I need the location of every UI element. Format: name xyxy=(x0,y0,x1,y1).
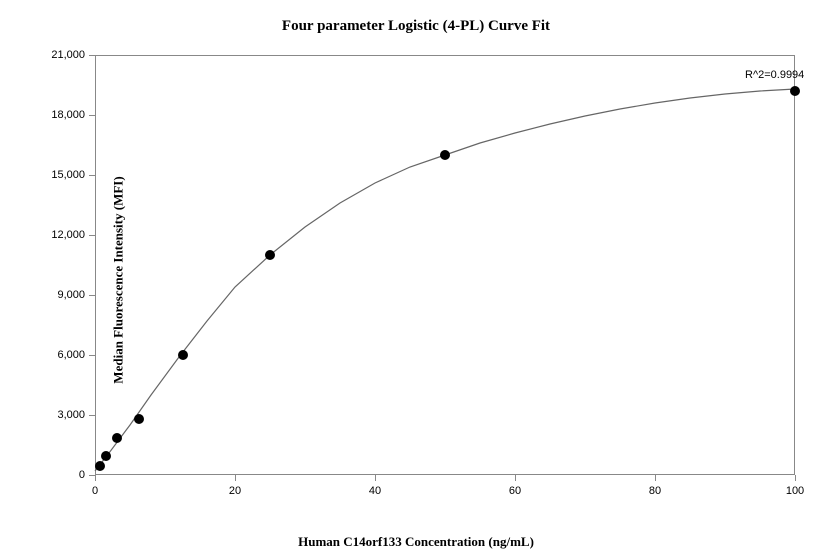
ytick-label: 6,000 xyxy=(30,349,85,361)
chart-container: Four parameter Logistic (4-PL) Curve Fit… xyxy=(0,0,832,560)
data-point xyxy=(112,433,122,443)
ytick-label: 0 xyxy=(30,469,85,481)
fit-curve xyxy=(95,55,795,475)
ytick-mark xyxy=(89,415,95,416)
xtick-mark xyxy=(235,475,236,481)
xtick-label: 0 xyxy=(92,485,98,497)
xtick-label: 40 xyxy=(369,485,381,497)
r-squared-label: R^2=0.9994 xyxy=(745,69,804,81)
xtick-mark xyxy=(655,475,656,481)
ytick-label: 12,000 xyxy=(30,229,85,241)
ytick-mark xyxy=(89,295,95,296)
ytick-mark xyxy=(89,115,95,116)
x-axis-label: Human C14orf133 Concentration (ng/mL) xyxy=(298,534,534,550)
ytick-mark xyxy=(89,175,95,176)
data-point xyxy=(101,451,111,461)
ytick-label: 18,000 xyxy=(30,109,85,121)
plot-area: 020406080100 R^2=0.9994 xyxy=(95,55,795,475)
data-point xyxy=(440,150,450,160)
data-point xyxy=(95,461,105,471)
ytick-label: 15,000 xyxy=(30,169,85,181)
data-point xyxy=(178,350,188,360)
chart-title: Four parameter Logistic (4-PL) Curve Fit xyxy=(0,18,832,35)
xtick-label: 60 xyxy=(509,485,521,497)
ytick-mark xyxy=(89,355,95,356)
ytick-mark xyxy=(89,235,95,236)
data-point xyxy=(790,86,800,96)
xtick-mark xyxy=(795,475,796,481)
data-point xyxy=(134,414,144,424)
ytick-label: 3,000 xyxy=(30,409,85,421)
ytick-label: 21,000 xyxy=(30,49,85,61)
xtick-label: 100 xyxy=(786,485,804,497)
xtick-label: 80 xyxy=(649,485,661,497)
ytick-mark xyxy=(89,55,95,56)
xtick-label: 20 xyxy=(229,485,241,497)
xtick-mark xyxy=(95,475,96,481)
ytick-label: 9,000 xyxy=(30,289,85,301)
xtick-mark xyxy=(515,475,516,481)
xtick-mark xyxy=(375,475,376,481)
data-point xyxy=(265,250,275,260)
